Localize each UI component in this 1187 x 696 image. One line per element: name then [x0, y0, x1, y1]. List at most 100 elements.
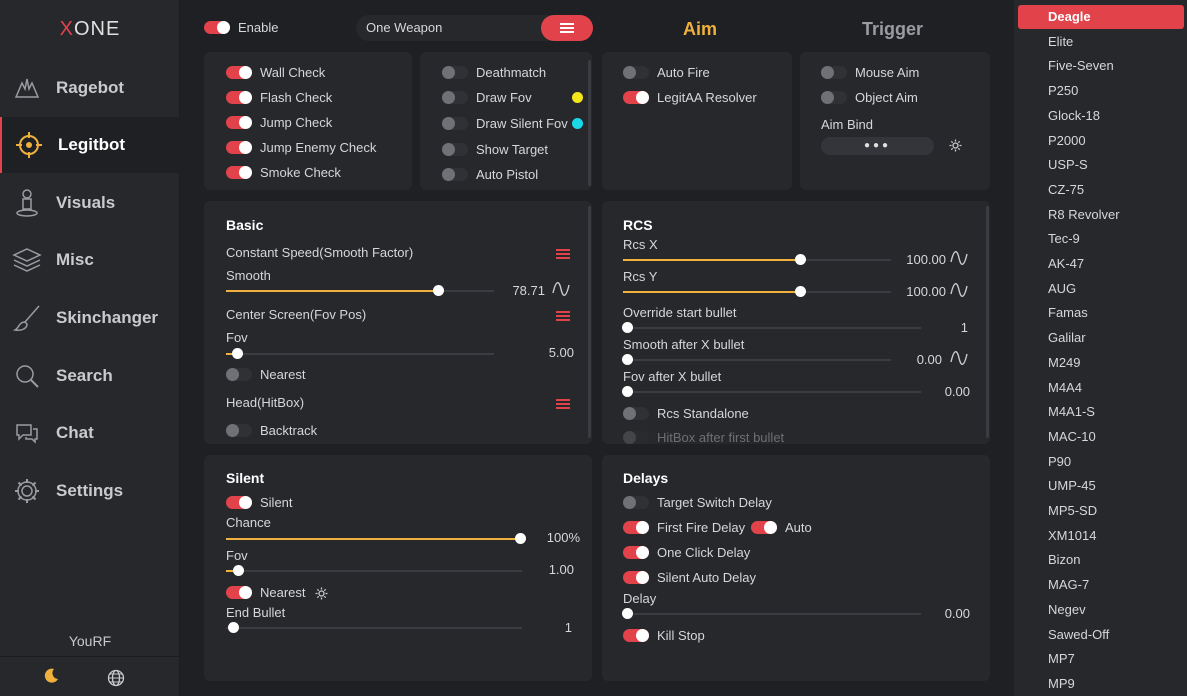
slider-knob[interactable] — [232, 565, 244, 576]
wave-icon[interactable] — [950, 283, 968, 297]
nav-item-skinchanger[interactable]: Skinchanger — [0, 290, 180, 346]
backtrack-toggle[interactable]: Backtrack — [226, 423, 317, 438]
fov-after-slider[interactable] — [622, 386, 921, 397]
weapon-item[interactable]: M4A1-S — [1048, 404, 1095, 420]
nav-item-legitbot[interactable]: Legitbot — [0, 117, 180, 173]
weapon-item[interactable]: Negev — [1048, 601, 1086, 617]
slider-knob[interactable] — [622, 322, 633, 333]
object-aim-toggle[interactable]: Object Aim — [821, 90, 918, 105]
silent-fov-slider[interactable] — [226, 565, 522, 576]
one-click-delay-toggle[interactable]: One Click Delay — [623, 545, 750, 560]
weapon-item[interactable]: UMP-45 — [1048, 478, 1096, 494]
slider-knob[interactable] — [794, 286, 806, 297]
weapon-item[interactable]: M4A4 — [1048, 379, 1082, 395]
hitbox-after-first-bullet-toggle[interactable]: HitBox after first bullet — [623, 431, 784, 444]
end-bullet-slider[interactable] — [226, 622, 522, 633]
delay-slider[interactable] — [622, 608, 921, 619]
gear-icon[interactable] — [949, 139, 962, 155]
wave-icon[interactable] — [552, 282, 570, 296]
aim-bind-button[interactable]: ●●● — [821, 137, 934, 155]
slider-knob[interactable] — [622, 608, 633, 619]
menu-icon[interactable] — [556, 399, 570, 409]
auto-toggle[interactable]: Auto — [751, 520, 812, 535]
menu-icon[interactable] — [556, 311, 570, 321]
slider-knob[interactable] — [622, 386, 633, 397]
tab-trigger[interactable]: Trigger — [862, 19, 924, 39]
weapon-item[interactable]: Glock-18 — [1048, 107, 1101, 123]
slider-knob[interactable] — [622, 354, 633, 365]
weapon-item[interactable]: CZ-75 — [1048, 181, 1085, 197]
weapon-item[interactable]: R8 Revolver — [1048, 206, 1120, 222]
slider-knob[interactable] — [231, 348, 243, 359]
nearest-toggle[interactable]: Nearest — [226, 367, 306, 382]
show-target-toggle[interactable]: Show Target — [442, 142, 548, 157]
slider-knob[interactable] — [432, 285, 444, 296]
menu-icon[interactable] — [541, 15, 593, 41]
enable-toggle[interactable]: Enable — [204, 20, 278, 35]
slider-knob[interactable] — [794, 254, 806, 265]
weapon-item[interactable]: USP-S — [1048, 157, 1088, 173]
fov-slider[interactable] — [226, 348, 494, 359]
weapon-item[interactable]: MP7 — [1048, 651, 1075, 667]
weapon-item[interactable]: AUG — [1048, 280, 1077, 296]
weapon-item[interactable]: Famas — [1048, 305, 1088, 321]
weapon-item[interactable]: Five-Seven — [1048, 58, 1114, 74]
weapon-item[interactable]: XM1014 — [1048, 527, 1097, 543]
silent-fov-color-swatch[interactable] — [572, 118, 583, 129]
fov-color-swatch[interactable] — [572, 92, 583, 103]
scrollbar[interactable] — [986, 206, 989, 438]
rcs-standalone-toggle[interactable]: Rcs Standalone — [623, 406, 749, 421]
weapon-item[interactable]: Galilar — [1048, 330, 1086, 346]
deathmatch-toggle[interactable]: Deathmatch — [442, 65, 546, 80]
moon-icon[interactable] — [42, 667, 60, 688]
override-start-bullet-slider[interactable] — [622, 322, 921, 333]
weapon-item[interactable]: MP9 — [1048, 675, 1075, 691]
weapon-item[interactable]: Deagle — [1018, 5, 1184, 29]
gear-icon[interactable] — [315, 587, 328, 603]
tab-aim[interactable]: Aim — [683, 19, 718, 39]
nav-item-search[interactable]: Search — [0, 348, 180, 404]
nav-item-chat[interactable]: Chat — [0, 405, 180, 461]
smooth-after-slider[interactable] — [622, 354, 891, 365]
wall-check-toggle[interactable]: Wall Check — [226, 65, 325, 80]
silent-toggle[interactable]: Silent — [226, 495, 293, 510]
target-switch-delay-toggle[interactable]: Target Switch Delay — [623, 495, 772, 510]
legitaa-resolver-toggle[interactable]: LegitAA Resolver — [623, 90, 757, 105]
flash-check-toggle[interactable]: Flash Check — [226, 90, 332, 105]
scrollbar[interactable] — [588, 60, 591, 186]
weapon-item[interactable]: MAG-7 — [1048, 577, 1090, 593]
weapon-item[interactable]: Bizon — [1048, 552, 1081, 568]
silent-nearest-toggle[interactable]: Nearest — [226, 585, 306, 600]
auto-fire-toggle[interactable]: Auto Fire — [623, 65, 710, 80]
nav-item-settings[interactable]: Settings — [0, 463, 180, 519]
slider-knob[interactable] — [515, 533, 526, 544]
first-fire-delay-toggle[interactable]: First Fire Delay — [623, 520, 745, 535]
chance-slider[interactable] — [226, 533, 526, 544]
wave-icon[interactable] — [950, 351, 968, 365]
nav-item-ragebot[interactable]: Ragebot — [0, 60, 180, 116]
nav-item-misc[interactable]: Misc — [0, 232, 180, 288]
weapon-item[interactable]: Tec-9 — [1048, 231, 1080, 247]
weapon-item[interactable]: P90 — [1048, 453, 1072, 469]
scrollbar[interactable] — [588, 206, 591, 438]
jump-enemy-check-toggle[interactable]: Jump Enemy Check — [226, 140, 376, 155]
weapon-item[interactable]: AK-47 — [1048, 256, 1085, 271]
draw-silent-fov-toggle[interactable]: Draw Silent Fov — [442, 116, 568, 131]
kill-stop-toggle[interactable]: Kill Stop — [623, 628, 705, 643]
menu-icon[interactable] — [556, 249, 570, 259]
silent-auto-delay-toggle[interactable]: Silent Auto Delay — [623, 570, 756, 585]
weapon-item[interactable]: M249 — [1048, 354, 1081, 370]
smooth-slider[interactable] — [226, 285, 494, 296]
rcs-x-slider[interactable] — [623, 254, 891, 265]
weapon-item[interactable]: P250 — [1048, 83, 1079, 99]
slider-knob[interactable] — [228, 622, 239, 633]
weapon-item[interactable]: P2000 — [1048, 132, 1086, 148]
mouse-aim-toggle[interactable]: Mouse Aim — [821, 65, 919, 80]
weapon-item[interactable]: MP5-SD — [1048, 503, 1098, 518]
globe-icon[interactable] — [107, 669, 125, 690]
draw-fov-toggle[interactable]: Draw Fov — [442, 90, 532, 105]
weapon-item[interactable]: Elite — [1048, 33, 1074, 49]
jump-check-toggle[interactable]: Jump Check — [226, 115, 332, 130]
weapon-mode-select[interactable]: One Weapon — [356, 15, 593, 41]
nav-item-visuals[interactable]: Visuals — [0, 175, 180, 231]
